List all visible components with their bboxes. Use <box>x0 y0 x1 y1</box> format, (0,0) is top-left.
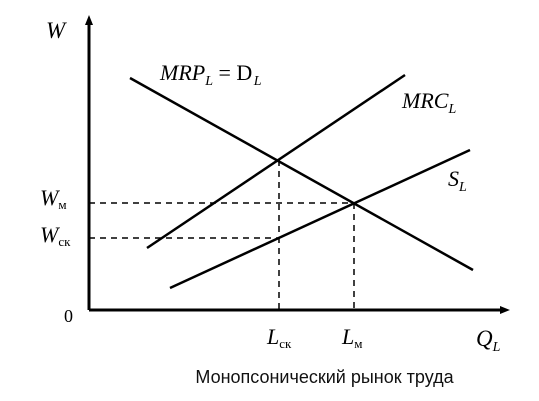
mrc-curve <box>146 73 406 250</box>
origin-label: 0 <box>64 306 73 326</box>
mrp-curve-label: MRPL = D L <box>159 60 262 89</box>
supply-curve <box>169 148 471 290</box>
figure-caption: Монопсонический рынок труда <box>195 367 454 387</box>
mrc-curve-label: MRCL <box>401 88 456 117</box>
tick-l-sk: Lск <box>266 324 292 351</box>
tick-w-m: Wм <box>40 185 67 212</box>
supply-curve-label: SL <box>448 166 467 195</box>
mrp-demand-curve <box>129 76 474 272</box>
y-axis-label: W <box>46 18 67 43</box>
x-axis-label: QL <box>476 326 501 355</box>
tick-w-sk: Wск <box>40 222 71 249</box>
tick-l-m: Lм <box>341 324 362 351</box>
